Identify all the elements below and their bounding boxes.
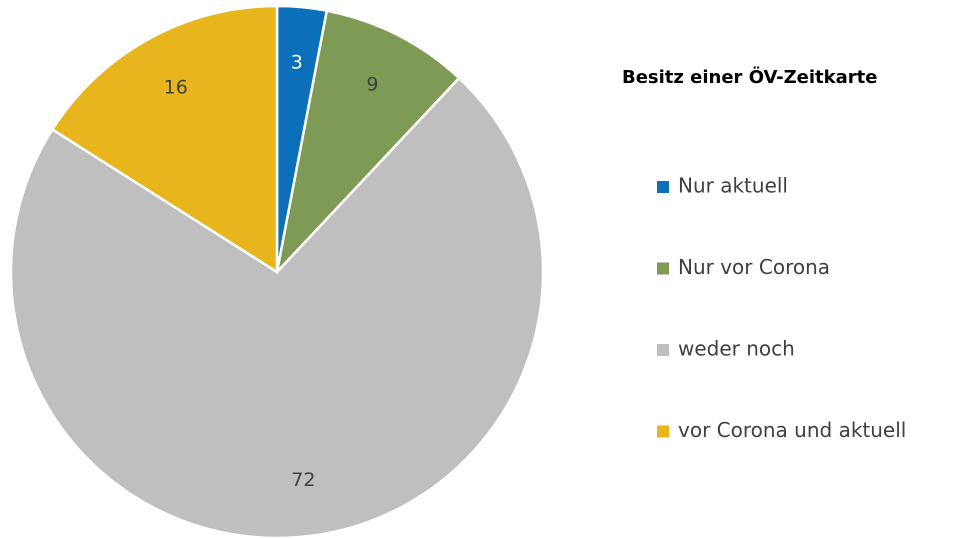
- legend-title: Besitz einer ÖV-Zeitkarte: [622, 66, 877, 88]
- legend-swatch: [657, 262, 669, 275]
- data-label: 16: [164, 76, 188, 98]
- legend-label: vor Corona und aktuell: [678, 418, 906, 442]
- legend-label: Nur aktuell: [678, 174, 788, 198]
- pie-slice: [9, 76, 545, 539]
- legend-label: Nur vor Corona: [678, 255, 830, 279]
- legend-label: weder noch: [678, 337, 795, 361]
- pie-slice: [50, 4, 279, 275]
- data-label: 72: [291, 469, 315, 491]
- legend-swatch: [657, 181, 669, 193]
- data-label: 9: [366, 73, 378, 95]
- pie-slice: [274, 9, 461, 276]
- legend-swatch: [657, 425, 669, 438]
- data-label: 3: [291, 51, 303, 73]
- legend-swatch: [657, 344, 669, 356]
